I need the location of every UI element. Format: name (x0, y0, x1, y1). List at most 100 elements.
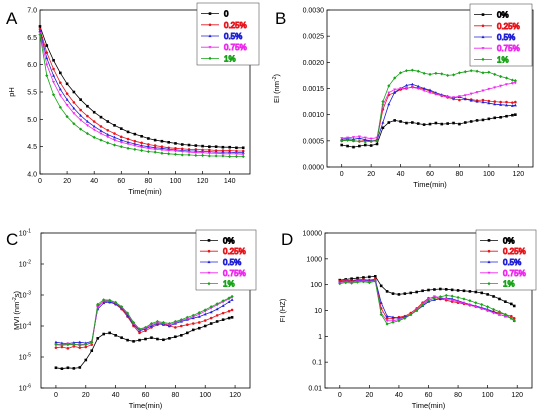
legend-label: 1% (224, 54, 236, 63)
legend-label: 0.25% (497, 22, 520, 31)
x-tick-label: 100 (170, 178, 182, 185)
series-markers (38, 25, 245, 150)
x-tick-label: 140 (224, 178, 236, 185)
x-tick-label: 60 (426, 171, 434, 178)
legend-label: 0.75% (223, 269, 246, 278)
y-tick-label: 5.0 (27, 117, 37, 124)
series-0-5pct (54, 298, 234, 345)
y-tick-label: 0.0030 (303, 8, 325, 15)
y-axis-title: MVI (nm-2s) (12, 290, 21, 330)
x-tick-label: 80 (456, 171, 464, 178)
x-tick-label: 80 (171, 392, 179, 399)
series-0pct (340, 113, 517, 149)
legend-label: 0.5% (503, 258, 521, 267)
y-tick-label: 6.0 (27, 62, 37, 69)
x-tick-label: 120 (511, 392, 523, 399)
x-tick-label: 40 (112, 392, 120, 399)
legend-entry: 0 (201, 9, 230, 19)
x-tick-label: 40 (397, 171, 405, 178)
x-tick-label: 60 (117, 178, 125, 185)
series-markers (340, 85, 517, 143)
x-tick-label: 0 (338, 392, 342, 399)
y-tick-label: 10-1 (19, 229, 31, 238)
legend: 0% 0.25% 0.5% 0.75% 1% (195, 229, 257, 291)
legend-label: 0% (503, 236, 515, 245)
legend-entry: 0.5% (474, 33, 516, 43)
legend-label: 0% (223, 236, 235, 245)
y-tick-label: 10-4 (19, 322, 31, 331)
series-markers (340, 113, 517, 149)
legend-entry: 0.25% (201, 20, 247, 30)
series-0pct (54, 316, 234, 370)
legend-entry: 0.5% (201, 32, 243, 42)
legend-label: 0.25% (224, 21, 247, 30)
y-tick-label: 0.01 (308, 386, 322, 393)
series-0-25pct (38, 27, 245, 153)
legend-entry: 0.5% (200, 258, 242, 268)
x-tick-label: 20 (82, 392, 90, 399)
chart-panel-a: 0 20 40 60 80 100 120 140 4.0 4.5 5.0 5.5 6.0 6.5 7.0 T… (7, 2, 260, 196)
legend-label: 0% (497, 11, 509, 20)
y-tick-label: 0.0015 (303, 86, 325, 93)
legend-entry: 0% (474, 10, 509, 20)
x-tick-label: 120 (229, 392, 241, 399)
x-tick-label: 40 (90, 178, 98, 185)
legend-label: 0.5% (224, 32, 242, 41)
y-tick-label: 10000 (303, 231, 323, 238)
legend-label: 0.75% (224, 43, 247, 52)
x-tick-label: 20 (365, 392, 373, 399)
x-tick-label: 100 (482, 392, 494, 399)
series-1pct (38, 33, 245, 159)
y-tick-label: 10-5 (19, 353, 31, 362)
series-1pct (340, 68, 517, 144)
legend-label: 1% (497, 55, 509, 64)
legend: 0% 0.25% 0.5% 0.75% 1% (475, 229, 537, 291)
panel-letter-b: B (275, 9, 286, 28)
legend-entry: 0% (200, 236, 235, 246)
y-tick-label: 0.0020 (303, 60, 325, 67)
x-tick-label: 0 (38, 178, 42, 185)
y-tick-label: 0.0005 (303, 138, 325, 145)
series-0 (38, 25, 245, 150)
y-tick-label: 0.0000 (303, 165, 325, 172)
legend-box (196, 2, 260, 66)
x-tick-label: 120 (197, 178, 209, 185)
y-tick-label: 1000 (306, 256, 322, 263)
series-markers (38, 31, 245, 156)
series-line (341, 82, 516, 140)
series-0-25pct (340, 85, 517, 143)
y-tick-label: 0.0025 (303, 34, 325, 41)
chart-panel-d: 0 20 40 60 80 100 120 0.01 0.1 1 10 100 1000 10000 Tim… (278, 229, 537, 410)
y-tick-label: 6.5 (27, 35, 37, 42)
legend-label: 0 (224, 10, 229, 19)
legend-entry: 0.5% (480, 258, 522, 268)
x-axis-title: Time(min) (128, 187, 162, 196)
x-tick-label: 40 (395, 392, 403, 399)
x-tick-label: 100 (483, 171, 495, 178)
series-1pct (54, 294, 234, 347)
legend-entry: 0.25% (480, 247, 526, 257)
series-0-75pct (38, 31, 245, 156)
series-markers (340, 68, 517, 144)
series-line (341, 83, 516, 142)
legend-entry: 0.75% (200, 268, 246, 278)
y-tick-label: 4.0 (27, 172, 37, 179)
series-markers (38, 33, 245, 159)
panel-letter-a: A (6, 9, 18, 28)
y-tick-label: 1 (318, 334, 322, 341)
x-tick-label: 100 (199, 392, 211, 399)
legend-entry: 1% (200, 279, 235, 289)
series-0pct (338, 275, 516, 308)
y-tick-label: 100 (310, 282, 322, 289)
legend-entry: 0% (480, 236, 515, 246)
series-markers (338, 275, 516, 308)
x-tick-label: 80 (454, 392, 462, 399)
legend: 0 0.25% 0.5% 0.75% 1% (196, 2, 260, 66)
x-axis-title: Time(min) (129, 401, 163, 410)
series-markers (38, 27, 245, 153)
series-line (341, 69, 516, 143)
x-tick-label: 20 (63, 178, 71, 185)
legend-entry: 0.75% (474, 44, 520, 54)
y-tick-label: 10-2 (19, 260, 31, 269)
